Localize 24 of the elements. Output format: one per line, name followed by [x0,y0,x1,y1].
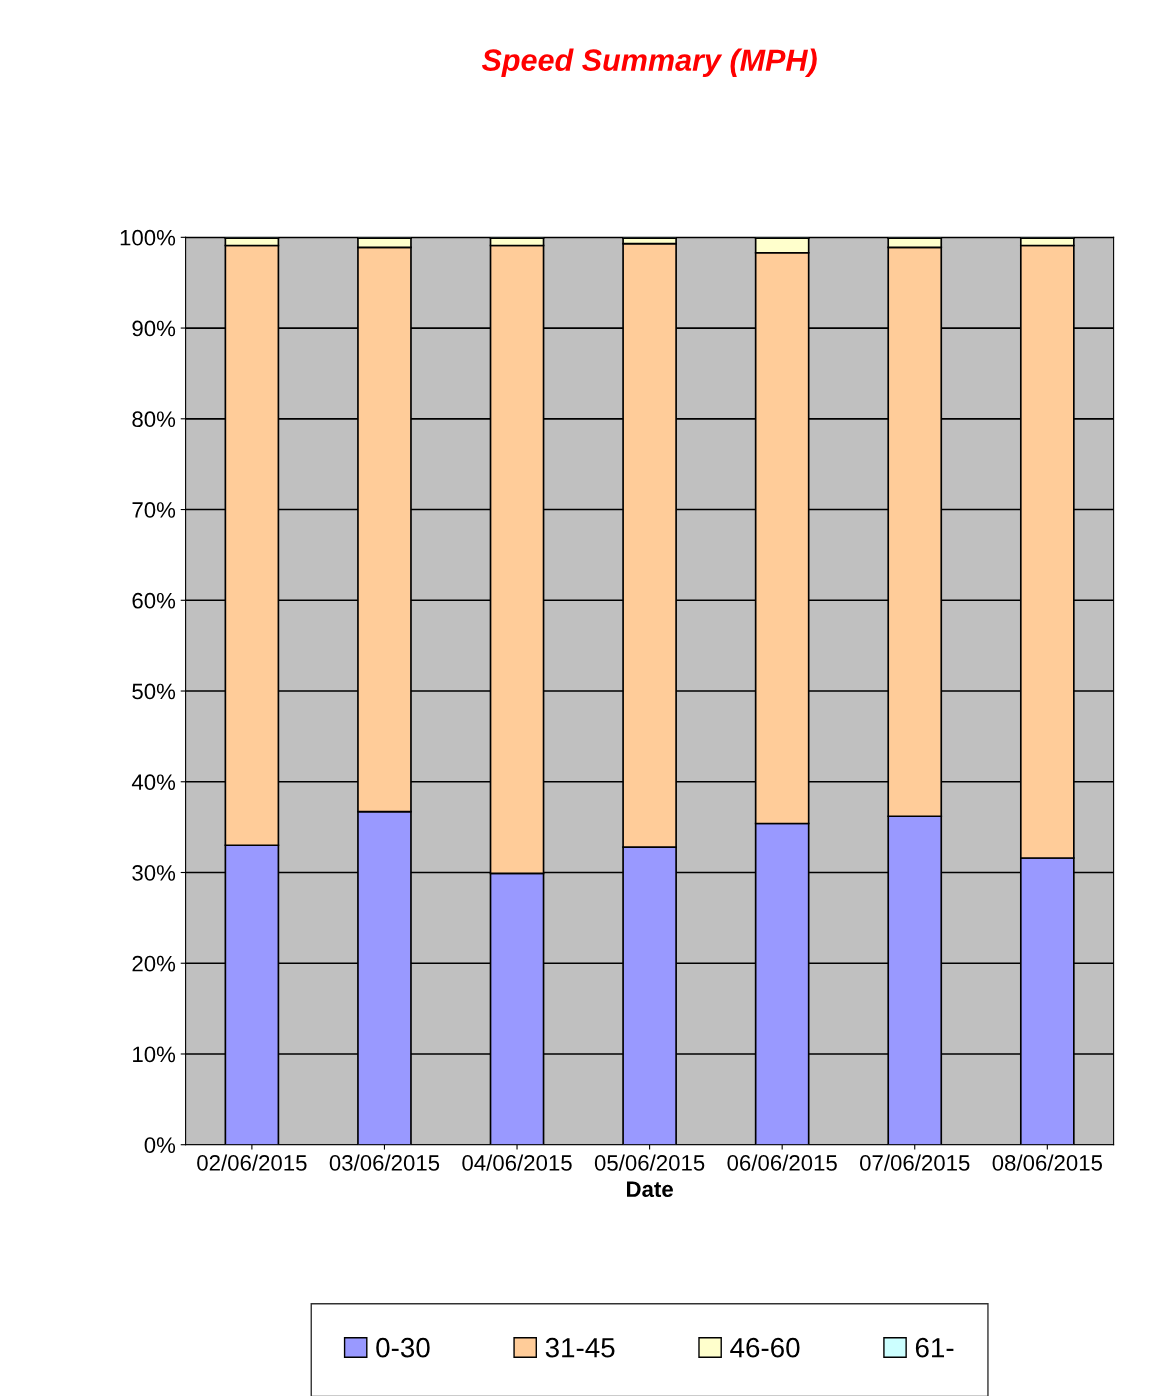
x-axis-title: Date [627,1181,673,1198]
y-tick-label: 50% [132,683,176,700]
y-tick-label: 20% [132,955,176,972]
y-tick-label: 100% [120,229,176,246]
x-tick-label: 07/06/2015 [860,1154,970,1171]
legend-label: 61- [915,1337,954,1358]
x-tick-label: 08/06/2015 [992,1154,1102,1171]
y-tick-label: 90% [132,320,176,337]
chart-title: Speed Summary (MPH) [481,48,817,77]
y-tick-label: 80% [132,411,176,428]
y-tick-label: 40% [131,774,176,791]
x-tick-label: 04/06/2015 [462,1154,572,1171]
y-tick-label: 10% [133,1046,176,1063]
legend-label: 31-45 [545,1337,615,1358]
x-tick-label: 03/06/2015 [329,1154,440,1171]
y-tick-label: 30% [132,865,176,881]
x-tick-label: 06/06/2015 [727,1154,837,1171]
y-tick-label: 70% [132,502,176,518]
x-tick-label: 02/06/2015 [197,1154,307,1171]
legend-label: 46-60 [730,1337,800,1358]
y-tick-label: 60% [132,592,176,609]
x-tick-label: 05/06/2015 [594,1154,705,1171]
legend-label: 0-30 [376,1337,430,1358]
y-tick-label: 0% [144,1137,176,1153]
